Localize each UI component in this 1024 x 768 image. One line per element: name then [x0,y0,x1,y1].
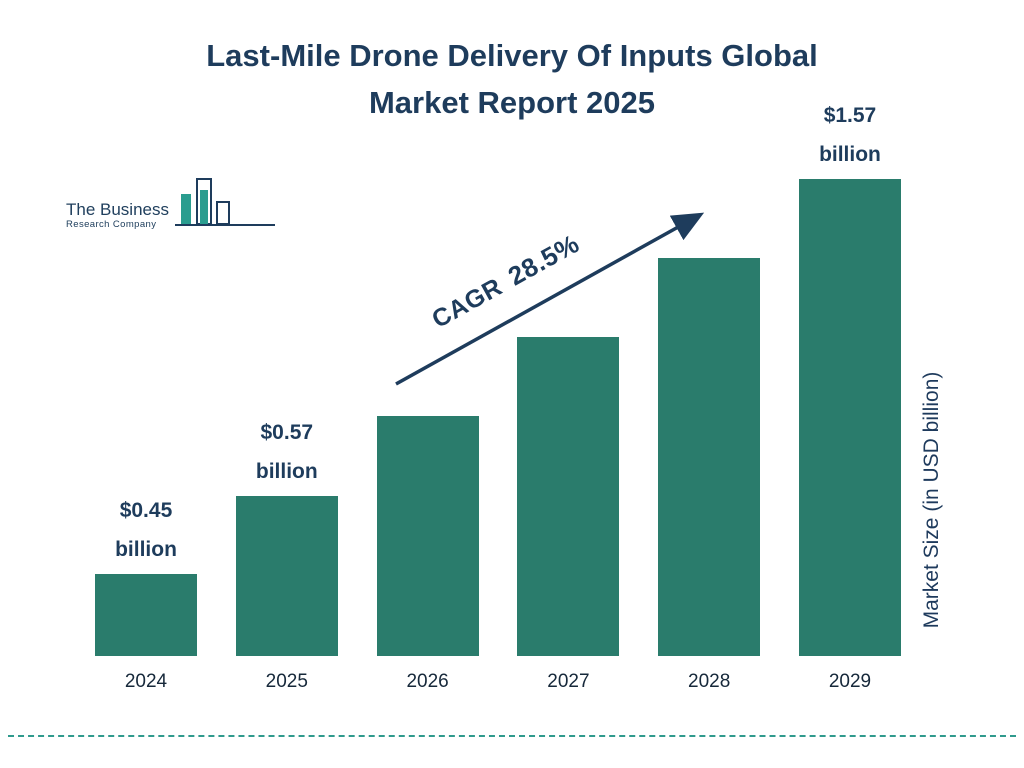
bar-2026 [376,416,479,656]
logo-text: The Business Research Company [66,199,169,238]
bar-value-label-2024: $0.45 billion [115,499,177,562]
bar-2027 [517,337,620,656]
x-axis-label-2027: 2027 [547,671,590,692]
bar-column-2029: $1.57 billion 2029 [798,97,901,696]
x-axis-label-2029: 2029 [828,671,872,692]
page-title: Last-Mile Drone Delivery Of Inputs Globa… [0,33,1024,126]
bar-column-2027: 2027 [517,337,620,696]
bar-2024 [95,574,197,656]
bar-column-2028: 2028 [658,258,761,696]
x-axis-label-2028: 2028 [688,671,731,692]
y-axis-label: Market Size (in USD billion) [920,371,943,629]
bar-column-2024: $0.45 billion 2024 [95,492,197,696]
company-logo: The Business Research Company [66,176,277,238]
logo-subtitle: Research Company [66,218,157,230]
x-axis-label-2026: 2026 [406,671,449,692]
bar-chart: $0.45 billion 2024 $0.57 billion 2025 2026 2027… [95,97,901,696]
bar-column-2026: 2026 [376,416,479,696]
bar-2028 [658,258,761,656]
bar-2025 [235,496,338,656]
logo-name: The Business [66,199,169,219]
bar-value-label-2025: $0.57 billion [255,421,318,484]
title-line-1: Last-Mile Drone Delivery Of Inputs Globa… [206,38,818,73]
bar-column-2025: $0.57 billion 2025 [235,414,338,696]
bar-value-label-2029: $1.57 billion [819,104,881,167]
x-axis-label-2025: 2025 [265,671,308,692]
bottom-dashed-line [8,735,1016,737]
logo-bar-chart-icon [175,178,275,226]
title-line-2: Market Report 2025 [368,84,655,120]
bar-2029 [798,179,901,656]
x-axis-label-2024: 2024 [124,671,168,692]
